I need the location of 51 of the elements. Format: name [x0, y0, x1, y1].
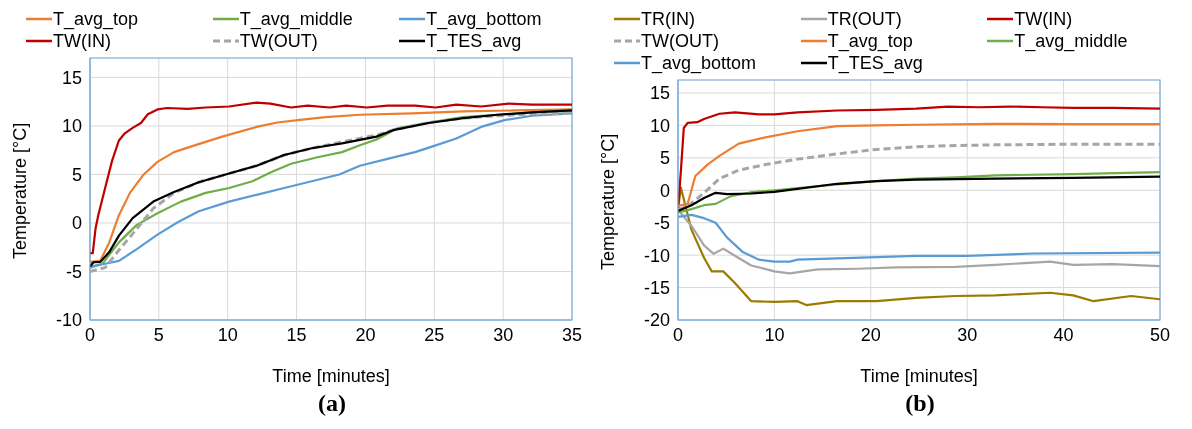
x-tick-label: 30	[957, 324, 978, 345]
y-axis-title: Temperature [°C]	[598, 133, 619, 270]
y-tick-label: 15	[61, 67, 82, 88]
legend-label: T_avg_middle	[239, 8, 353, 30]
text: (a)	[317, 390, 347, 417]
x-tick-label: 0	[84, 324, 96, 345]
y-axis-title: Temperature [°C]	[10, 122, 31, 259]
y-tick-label: 10	[649, 115, 670, 136]
x-tick-label: 10	[217, 324, 238, 345]
x-tick-label: 0	[672, 324, 684, 345]
y-tick-label: -5	[653, 213, 670, 234]
x-tick-label: 20	[355, 324, 376, 345]
x-tick-label: 30	[493, 324, 514, 345]
text: (b)	[904, 390, 936, 417]
legend-label: T_avg_top	[53, 8, 139, 30]
y-tick-label: -5	[65, 261, 82, 282]
legend-label: T_TES_avg	[827, 52, 923, 74]
legend-label: T_avg_bottom	[426, 8, 542, 30]
y-tick-label: -10	[643, 245, 670, 266]
line-series	[678, 122, 1160, 207]
legend-label: TR(IN)	[641, 8, 695, 30]
y-tick-label: -20	[643, 310, 670, 331]
legend-label: T_avg_top	[827, 30, 913, 52]
x-tick-label: 15	[286, 324, 307, 345]
line-series	[678, 213, 1160, 263]
line-series	[678, 186, 1160, 307]
x-tick-label: 40	[1053, 324, 1074, 345]
legend-label: TR(OUT)	[827, 8, 902, 30]
legend-label: TW(IN)	[53, 30, 111, 52]
y-tick-label: 10	[61, 116, 82, 137]
x-tick-label: 50	[1149, 324, 1171, 345]
y-tick-label: -10	[55, 310, 82, 331]
legend-label: T_TES_avg	[426, 30, 522, 52]
y-tick-label: 5	[659, 148, 670, 169]
legend-label: TW(OUT)	[641, 30, 719, 52]
legend-label: TW(IN)	[1014, 8, 1073, 30]
y-tick-label: 15	[649, 83, 670, 104]
x-tick-label: 10	[764, 324, 785, 345]
x-axis-title: Time [minutes]	[860, 366, 978, 386]
legend-label: T_avg_middle	[1014, 30, 1128, 52]
y-tick-label: 5	[71, 164, 82, 185]
x-tick-label: 20	[860, 324, 881, 345]
y-tick-label: 0	[71, 213, 82, 234]
x-tick-label: 35	[561, 324, 583, 345]
x-tick-label: 5	[153, 324, 164, 345]
legend-label: TW(OUT)	[239, 30, 318, 52]
x-tick-label: 25	[424, 324, 445, 345]
x-axis-title: Time [minutes]	[272, 366, 390, 386]
y-tick-label: -15	[643, 277, 670, 298]
y-tick-label: 0	[659, 180, 670, 201]
legend-label: T_avg_bottom	[641, 52, 757, 74]
